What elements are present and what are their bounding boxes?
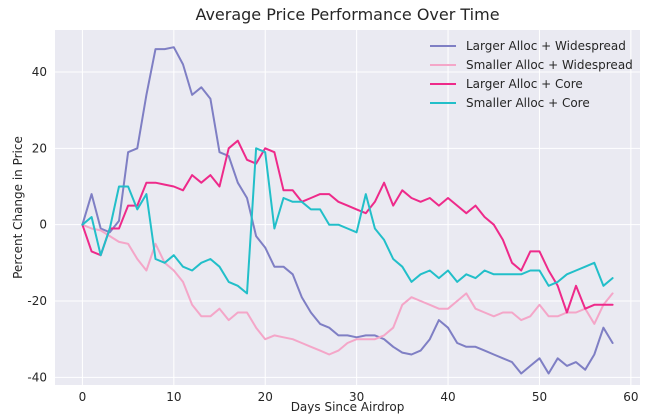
legend-label: Smaller Alloc + Core bbox=[466, 96, 590, 110]
x-tick-label: 30 bbox=[349, 390, 364, 404]
legend-label: Larger Alloc + Widespread bbox=[466, 39, 626, 53]
legend-label: Smaller Alloc + Widespread bbox=[466, 58, 633, 72]
y-tick-label: 40 bbox=[32, 65, 47, 79]
legend-item: Larger Alloc + Core bbox=[430, 77, 583, 91]
legend: Larger Alloc + Widespread Smaller Alloc +… bbox=[430, 39, 633, 110]
y-tick-label: 20 bbox=[32, 141, 47, 155]
tick-labels: 0 10 20 30 40 50 60 -40 -20 0 20 40 bbox=[27, 65, 638, 404]
x-tick-label: 0 bbox=[79, 390, 87, 404]
chart-title: Average Price Performance Over Time bbox=[195, 5, 499, 24]
x-tick-label: 20 bbox=[258, 390, 273, 404]
legend-item: Smaller Alloc + Widespread bbox=[430, 58, 633, 72]
y-tick-label: 0 bbox=[39, 218, 47, 232]
x-tick-label: 50 bbox=[532, 390, 547, 404]
x-tick-label: 10 bbox=[166, 390, 181, 404]
plot-area bbox=[55, 30, 640, 385]
y-tick-label: -40 bbox=[27, 370, 47, 384]
y-tick-label: -20 bbox=[27, 294, 47, 308]
series-line-2 bbox=[81, 223, 614, 356]
x-tick-label: 40 bbox=[440, 390, 455, 404]
series-line-1 bbox=[81, 46, 614, 375]
y-axis-label: Percent Change in Price bbox=[11, 136, 25, 279]
series-line-3 bbox=[81, 139, 614, 314]
legend-item: Larger Alloc + Widespread bbox=[430, 39, 626, 53]
x-tick-label: 60 bbox=[623, 390, 638, 404]
x-axis-label: Days Since Airdrop bbox=[291, 400, 405, 414]
series-group bbox=[81, 46, 614, 375]
legend-item: Smaller Alloc + Core bbox=[430, 96, 590, 110]
series-line-4 bbox=[81, 147, 614, 295]
grid bbox=[55, 30, 640, 385]
legend-label: Larger Alloc + Core bbox=[466, 77, 583, 91]
